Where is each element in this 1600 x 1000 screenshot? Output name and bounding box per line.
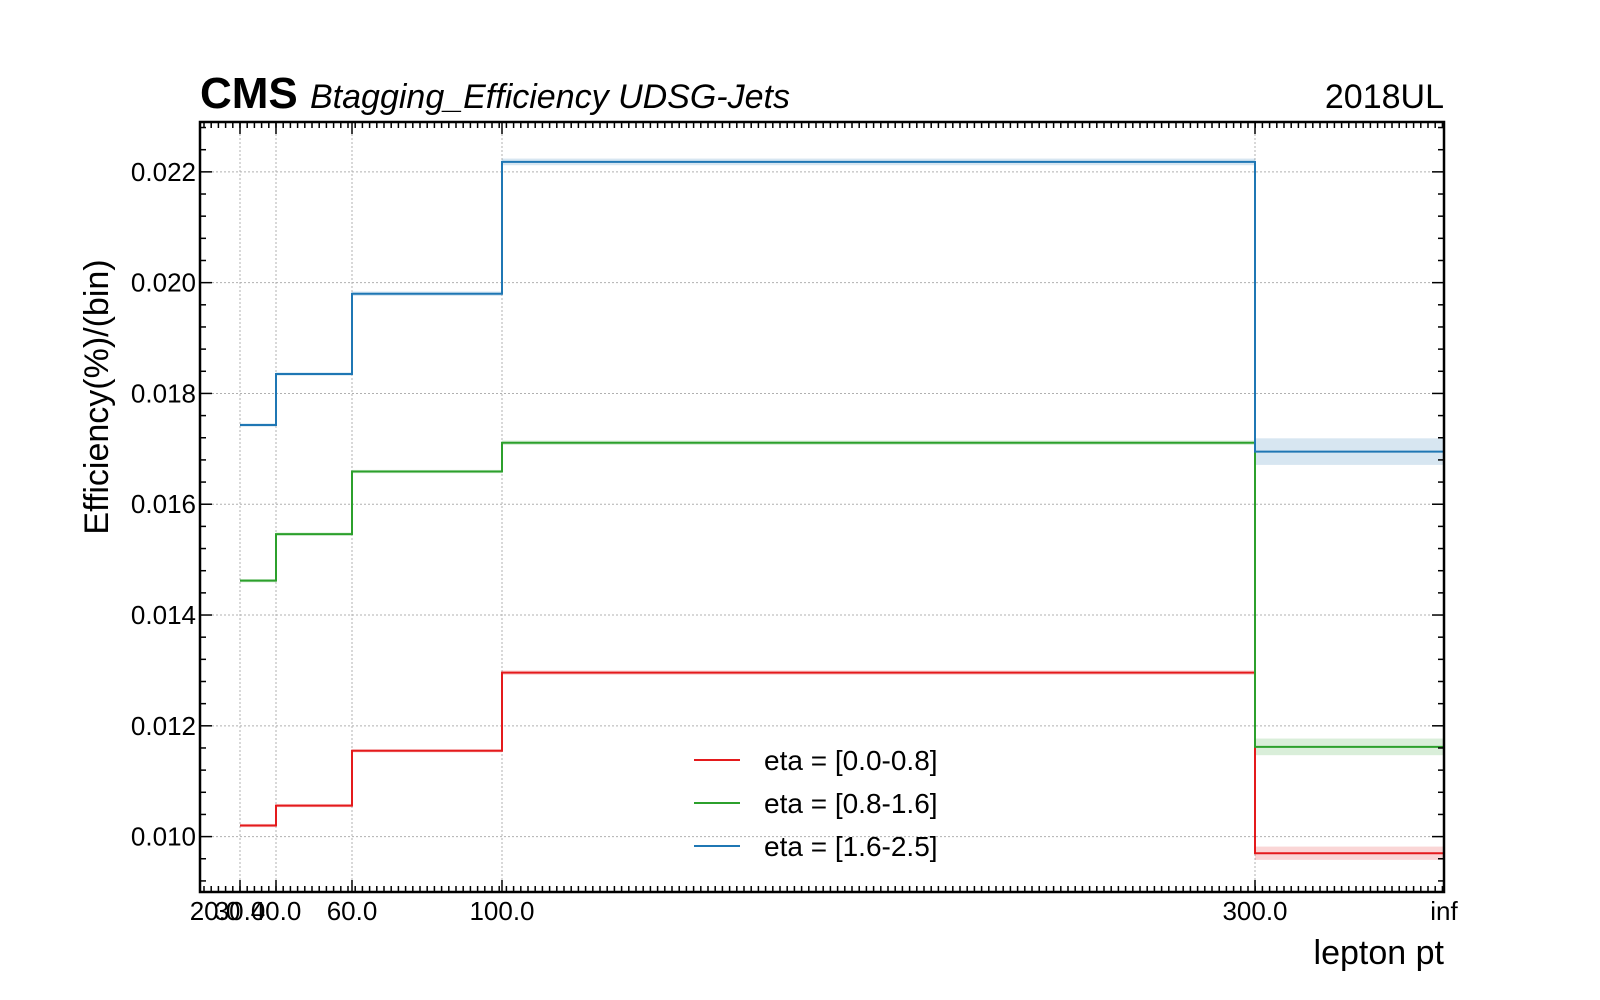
axis-ticks (200, 122, 1445, 892)
y-tick-label: 0.014 (131, 600, 196, 630)
x-tick-label: 20.0 (190, 896, 241, 926)
y-tick-label: 0.010 (131, 822, 196, 852)
cms-label: CMS (200, 69, 298, 118)
y-tick-label: 0.016 (131, 489, 196, 519)
x-tick-label: 30.0 (215, 896, 266, 926)
series-line (240, 441, 1444, 748)
header: CMS Btagging_Efficiency UDSG-Jets 2018UL (200, 69, 1444, 118)
y-tick-label: 0.012 (131, 711, 196, 741)
y-axis-label: Efficiency(%)/(bin) (78, 259, 116, 534)
legend: eta = [0.0-0.8] eta = [0.8-1.6] eta = [1.6… (694, 745, 938, 862)
x-tick-labels: 30.040.0 60.0 100.0 300.0 inf 20.0 (190, 896, 1459, 926)
series-line (240, 671, 1444, 855)
legend-entry: eta = [1.6-2.5] (764, 831, 938, 862)
y-tick-label: 0.018 (131, 378, 196, 408)
grid (200, 122, 1444, 892)
chart-title: Btagging_Efficiency UDSG-Jets (310, 78, 790, 116)
x-tick-label: 300.0 (1222, 896, 1287, 926)
x-tick-label: inf (1430, 896, 1458, 926)
x-tick-label: 60.0 (327, 896, 378, 926)
x-axis-label: lepton pt (1314, 934, 1445, 972)
legend-entry: eta = [0.8-1.6] (764, 788, 938, 819)
series-lines (240, 160, 1444, 855)
plot-frame (198, 120, 1446, 894)
year-label: 2018UL (1325, 78, 1444, 116)
x-tick-label: 40.0 (251, 896, 302, 926)
y-tick-labels: 0.010 0.012 0.014 0.016 0.018 0.020 0.022 (131, 157, 196, 852)
series-line (240, 160, 1444, 453)
x-tick-label: 100.0 (469, 896, 534, 926)
y-tick-label: 0.022 (131, 157, 196, 187)
y-tick-label: 0.020 (131, 268, 196, 298)
legend-entry: eta = [0.0-0.8] (764, 745, 938, 776)
